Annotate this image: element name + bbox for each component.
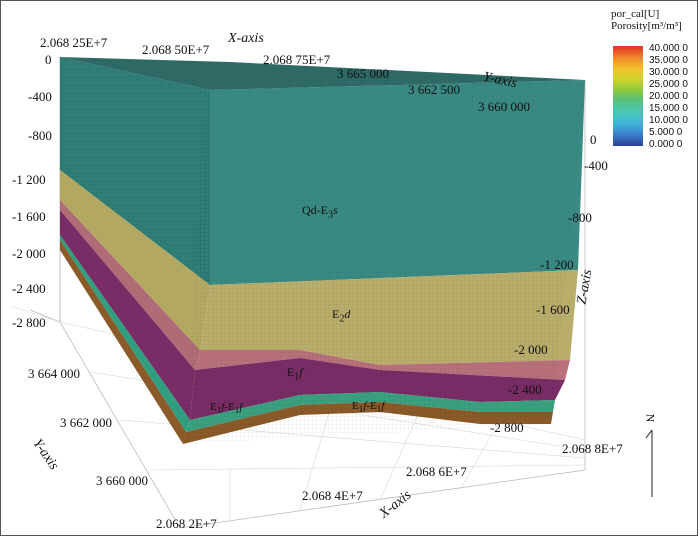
- unit-label-qd: Qd-E3s: [302, 203, 338, 221]
- z-left-tick: -2 400: [12, 281, 46, 296]
- x-axis-title-top: X-axis: [228, 31, 264, 46]
- legend-tick: 40.000 0: [649, 43, 688, 54]
- y-top-tick: 3 665 000: [337, 66, 389, 81]
- y-left-tick: 3 660 000: [96, 473, 148, 488]
- left-e2d-face: [60, 170, 210, 350]
- z-left-tick: -2 000: [12, 246, 46, 261]
- legend-color-bar: [613, 46, 643, 146]
- y-left-tick: 3 664 000: [28, 366, 80, 381]
- porosity-legend: por_cal[U] Porosity[m³/m³] 40.000 0 35.0…: [611, 8, 697, 150]
- x-top-tick: 2.068 25E+7: [40, 35, 108, 50]
- legend-tick: 35.000 0: [649, 55, 688, 66]
- legend-title-line2: Porosity[m³/m³]: [611, 20, 682, 32]
- legend-title-line1: por_cal[U]: [611, 8, 660, 20]
- legend-tick: 15.000 0: [649, 103, 688, 114]
- z-left-tick: -800: [28, 128, 52, 143]
- legend-tick: 10.000 0: [649, 115, 688, 126]
- left-e1f-face: [60, 210, 195, 420]
- unit-label-e2d: E2d: [332, 307, 351, 325]
- z-left-tick: -1 600: [12, 209, 46, 224]
- unit-label-right-pair: E1f-E1f: [352, 400, 385, 415]
- y-top-tick: 3 662 500: [408, 82, 460, 97]
- x-bottom-tick: 2.068 8E+7: [562, 441, 623, 456]
- z-left-tick: -400: [28, 89, 52, 104]
- unit-label-left-pair: E1f-E1f: [210, 401, 243, 416]
- north-arrow-icon: [645, 429, 653, 497]
- y-top-tick: 3 660 000: [478, 99, 530, 114]
- legend-tick: 20.000 0: [649, 91, 688, 102]
- legend-tick: 5.000 0: [649, 127, 683, 138]
- z-right-tick: -1 600: [536, 302, 570, 317]
- y-left-tick: 3 662 000: [60, 415, 112, 430]
- z-right-tick: -2 000: [514, 342, 548, 357]
- left-pink-band: [60, 200, 200, 370]
- z-right-tick: -2 800: [490, 420, 524, 435]
- z-right-tick: -1 200: [540, 257, 574, 272]
- x-bottom-tick: 2.068 2E+7: [156, 516, 217, 531]
- north-label: N: [643, 413, 658, 423]
- z-right-tick: -2 400: [508, 382, 542, 397]
- z-left-tick: -1 200: [12, 172, 46, 187]
- left-brown-base: [60, 240, 186, 444]
- z-right-tick: 0: [590, 132, 597, 147]
- x-top-tick: 2.068 75E+7: [263, 52, 331, 67]
- x-bottom-tick: 2.068 4E+7: [302, 488, 363, 503]
- legend-tick: 0.000 0: [649, 139, 683, 150]
- left-green-band: [60, 235, 190, 432]
- x-top-tick: 2.068 50E+7: [142, 42, 210, 57]
- x-bottom-tick: 2.068 6E+7: [406, 464, 467, 479]
- z-right-tick: -400: [584, 158, 608, 173]
- z-left-tick: 0: [45, 52, 52, 67]
- z-right-tick: -800: [568, 210, 592, 225]
- z-left-tick: -2 800: [12, 315, 46, 330]
- unit-label-e1f: E1f: [287, 365, 303, 383]
- legend-tick: 30.000 0: [649, 67, 688, 78]
- legend-tick: 25.000 0: [649, 79, 688, 90]
